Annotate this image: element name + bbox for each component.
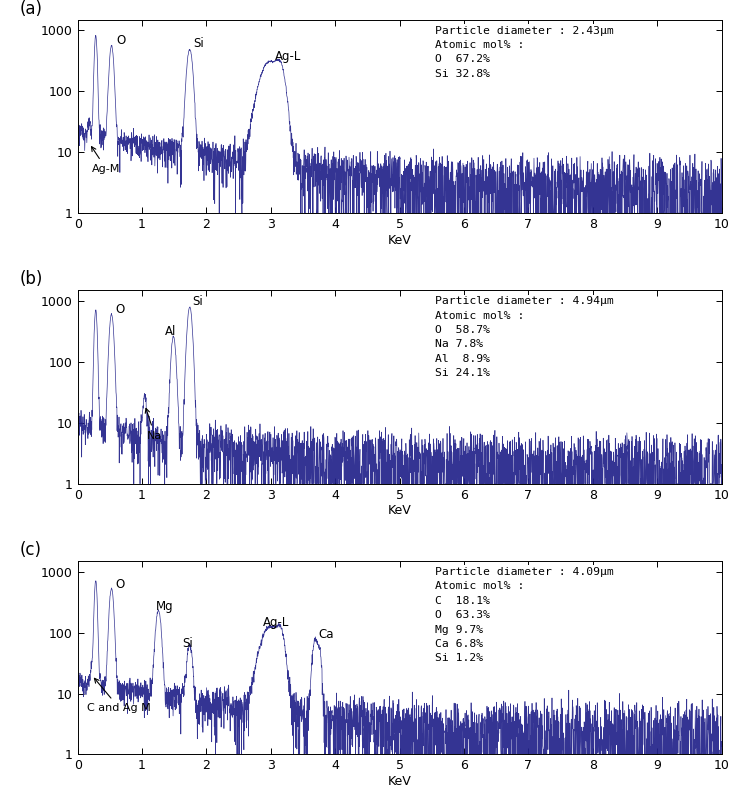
Text: Particle diameter : 4.09μm
Atomic mol% :
C  18.1%
O  63.3%
Mg 9.7%
Ca 6.8%
Si 1.: Particle diameter : 4.09μm Atomic mol% :… (435, 567, 613, 664)
Text: Si: Si (192, 295, 203, 308)
Text: Particle diameter : 4.94μm
Atomic mol% :
O  58.7%
Na 7.8%
Al  8.9%
Si 24.1%: Particle diameter : 4.94μm Atomic mol% :… (435, 296, 613, 378)
Text: O: O (115, 577, 124, 591)
Text: Ca: Ca (318, 628, 334, 641)
Text: (b): (b) (20, 270, 43, 288)
Text: Si: Si (194, 37, 204, 50)
X-axis label: KeV: KeV (388, 234, 411, 246)
Text: O: O (115, 303, 124, 317)
Text: Mg: Mg (156, 600, 174, 613)
Text: C and Ag M: C and Ag M (87, 679, 151, 713)
Text: O: O (116, 34, 126, 47)
Text: Ag-L: Ag-L (263, 616, 289, 629)
Text: Ag-M: Ag-M (92, 147, 120, 174)
Text: Na: Na (145, 408, 163, 441)
X-axis label: KeV: KeV (388, 775, 411, 788)
X-axis label: KeV: KeV (388, 504, 411, 517)
Text: Particle diameter : 2.43μm
Atomic mol% :
O  67.2%
Si 32.8%: Particle diameter : 2.43μm Atomic mol% :… (435, 25, 613, 79)
Text: (c): (c) (20, 541, 41, 559)
Text: Si: Si (183, 637, 193, 650)
Text: (a): (a) (20, 0, 43, 18)
Text: Ag-L: Ag-L (275, 51, 301, 63)
Text: Al: Al (165, 325, 177, 338)
